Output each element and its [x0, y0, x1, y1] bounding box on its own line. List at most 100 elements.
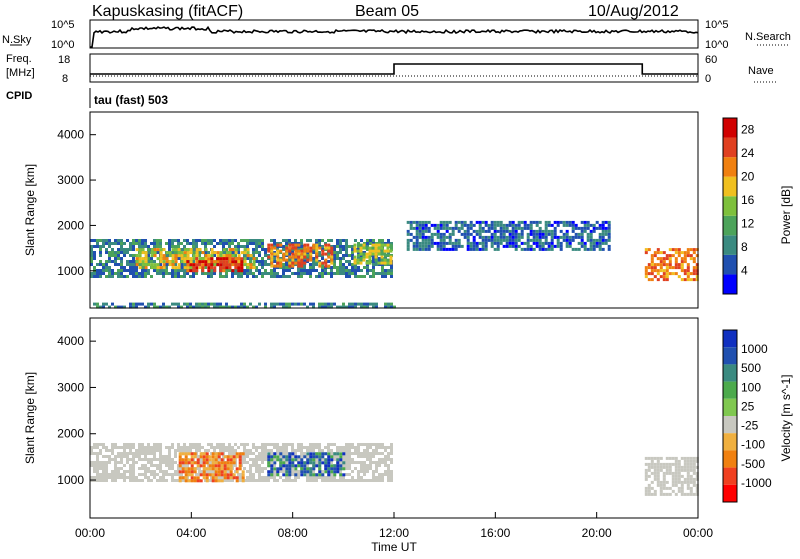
- heatmap-cell: [599, 239, 602, 242]
- heatmap-cell: [297, 473, 300, 476]
- heatmap-cell: [360, 467, 363, 470]
- heatmap-cell: [219, 260, 222, 263]
- heatmap-cell: [357, 476, 360, 479]
- heatmap-cell: [154, 263, 157, 266]
- heatmap-cell: [288, 455, 291, 458]
- heatmap-cell: [390, 452, 393, 455]
- heatmap-cell: [608, 245, 611, 248]
- heatmap-cell: [279, 455, 282, 458]
- heatmap-cell: [575, 224, 578, 227]
- heatmap-cell: [117, 473, 120, 476]
- heatmap-cell: [184, 248, 187, 251]
- heatmap-cell: [648, 457, 651, 460]
- heatmap-cell: [135, 266, 138, 269]
- heatmap-cell: [416, 248, 419, 251]
- heatmap-cell: [288, 247, 291, 250]
- heatmap-cell: [590, 236, 593, 239]
- heatmap-cell: [467, 248, 470, 251]
- heatmap-cell: [279, 303, 282, 306]
- heatmap-cell: [123, 242, 126, 245]
- heatmap-cell: [348, 443, 351, 446]
- heatmap-cell: [324, 452, 327, 455]
- heatmap-cell: [183, 275, 186, 278]
- heatmap-cell: [194, 470, 197, 473]
- heatmap-cell: [461, 233, 464, 236]
- heatmap-cell: [239, 461, 242, 464]
- heatmap-cell: [168, 272, 171, 275]
- heatmap-cell: [273, 479, 276, 482]
- heatmap-cell: [360, 239, 363, 242]
- heatmap-cell: [494, 221, 497, 224]
- heatmap-cell: [207, 239, 210, 242]
- heatmap-cell: [129, 254, 132, 257]
- heatmap-cell: [175, 266, 178, 269]
- heatmap-cell: [282, 239, 285, 242]
- heatmap-cell: [446, 236, 449, 239]
- heatmap-cell: [303, 461, 306, 464]
- heatmap-cell: [210, 443, 213, 446]
- heatmap-cell: [279, 452, 282, 455]
- heatmap-cell: [458, 227, 461, 230]
- heatmap-cell: [458, 245, 461, 248]
- heatmap-cell: [321, 275, 324, 278]
- heatmap-cell: [378, 479, 381, 482]
- heatmap-cell: [204, 239, 207, 242]
- heatmap-cell: [348, 455, 351, 458]
- heatmap-cell: [171, 272, 174, 275]
- heatmap-cell: [234, 266, 237, 269]
- heatmap-cell: [515, 239, 518, 242]
- heatmap-cell: [267, 464, 270, 467]
- heatmap-cell: [578, 233, 581, 236]
- heatmap-cell: [273, 269, 276, 272]
- heatmap-cell: [324, 464, 327, 467]
- heatmap-cell: [297, 265, 300, 268]
- heatmap-cell: [185, 461, 188, 464]
- heatmap-cell: [384, 303, 387, 306]
- heatmap-cell: [144, 476, 147, 479]
- heatmap-cell: [369, 239, 372, 242]
- heatmap-cell: [360, 275, 363, 278]
- heatmap-cell: [126, 275, 129, 278]
- heatmap-cell: [333, 464, 336, 467]
- heatmap-cell: [188, 467, 191, 470]
- heatmap-cell: [366, 464, 369, 467]
- heatmap-cell: [330, 253, 333, 256]
- heatmap-cell: [190, 266, 193, 269]
- heatmap-cell: [120, 476, 123, 479]
- heatmap-cell: [443, 242, 446, 245]
- heatmap-cell: [261, 446, 264, 449]
- ytick-label: 4000: [57, 128, 84, 142]
- heatmap-cell: [120, 458, 123, 461]
- heatmap-cell: [187, 251, 190, 254]
- heatmap-cell: [258, 269, 261, 272]
- heatmap-cell: [291, 449, 294, 452]
- heatmap-cell: [470, 227, 473, 230]
- heatmap-cell: [250, 266, 253, 269]
- heatmap-cell: [542, 242, 545, 245]
- heatmap-cell: [282, 275, 285, 278]
- heatmap-cell: [690, 481, 693, 484]
- heatmap-cell: [309, 479, 312, 482]
- heatmap-cell: [185, 452, 188, 455]
- heatmap-cell: [246, 476, 249, 479]
- heatmap-cell: [687, 475, 690, 478]
- heatmap-cell: [452, 227, 455, 230]
- heatmap-cell: [348, 473, 351, 476]
- heatmap-cell: [437, 242, 440, 245]
- heatmap-cell: [144, 470, 147, 473]
- heatmap-cell: [533, 233, 536, 236]
- heatmap-cell: [333, 254, 336, 257]
- heatmap-cell: [207, 266, 210, 269]
- heatmap-cell: [443, 236, 446, 239]
- heatmap-cell: [222, 443, 225, 446]
- heatmap-cell: [473, 224, 476, 227]
- heatmap-cell: [132, 275, 135, 278]
- heatmap-cell: [300, 245, 303, 248]
- heatmap-cell: [387, 476, 390, 479]
- heatmap-cell: [230, 458, 233, 461]
- heatmap-cell: [219, 443, 222, 446]
- heatmap-cell: [228, 449, 231, 452]
- heatmap-cell: [360, 443, 363, 446]
- heatmap-cell: [233, 458, 236, 461]
- heatmap-cell: [315, 446, 318, 449]
